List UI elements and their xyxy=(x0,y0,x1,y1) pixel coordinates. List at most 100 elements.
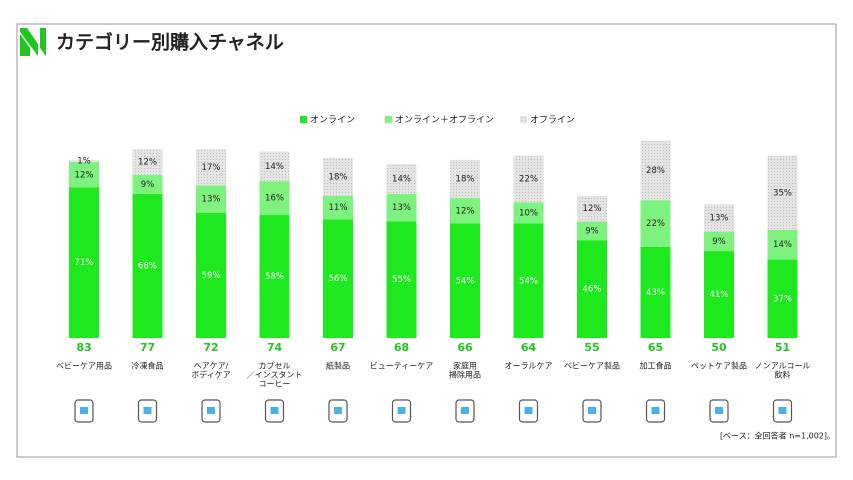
count-label: 83 xyxy=(76,341,91,354)
bar-segment xyxy=(386,164,417,194)
bar-segment xyxy=(259,181,290,216)
icon-accent xyxy=(207,407,215,414)
data-label: 12% xyxy=(456,206,475,216)
count-label: 68 xyxy=(394,341,409,354)
icon-shape xyxy=(645,399,666,423)
icon-accent xyxy=(397,407,406,414)
category-label: ノンアルコール xyxy=(755,362,811,371)
count-label: 55 xyxy=(584,341,599,354)
bar-segment xyxy=(640,140,671,201)
data-label: 43% xyxy=(646,288,665,298)
bar-segment xyxy=(767,259,798,338)
category-label: ペットケア製品 xyxy=(691,361,747,371)
legend-swatch xyxy=(300,116,307,123)
category-label: カプセル xyxy=(259,362,291,371)
data-label: 9% xyxy=(585,226,599,236)
count-label: 77 xyxy=(140,341,155,354)
data-label: 58% xyxy=(265,272,284,282)
bar-segment xyxy=(259,151,290,182)
category-label: ベビーケア製品 xyxy=(564,361,620,371)
bar-segment xyxy=(450,159,480,199)
bar-segment xyxy=(577,240,607,338)
icon-shape xyxy=(201,399,221,423)
data-label: 41% xyxy=(710,290,729,300)
category-icon xyxy=(518,399,539,423)
bar-segment xyxy=(386,193,417,222)
category-label: 冷凍食品 xyxy=(132,361,164,371)
bar-segment xyxy=(196,149,226,186)
data-label: 14% xyxy=(773,240,792,250)
data-label: 55% xyxy=(392,275,411,285)
bar-segment xyxy=(386,221,417,338)
data-label: 22% xyxy=(646,219,665,229)
category-icon xyxy=(772,399,793,423)
data-label: 56% xyxy=(329,274,348,284)
data-label: 12% xyxy=(138,158,157,168)
bar-segment xyxy=(323,157,353,196)
data-label: 12% xyxy=(75,170,94,180)
data-label: 22% xyxy=(519,175,538,185)
bar-segment xyxy=(196,185,226,213)
icon-shape xyxy=(391,399,412,423)
data-label: 12% xyxy=(583,204,602,214)
category-label: ヘアケア/ xyxy=(194,362,229,371)
bar-segment xyxy=(132,193,163,338)
bar-segment xyxy=(69,187,99,338)
category-label: 掃除用品 xyxy=(449,370,481,380)
bar-segment xyxy=(704,251,734,338)
category-icon xyxy=(391,399,412,423)
data-label: 1% xyxy=(77,156,91,166)
bar-segment xyxy=(577,195,607,222)
icon-accent xyxy=(461,407,469,414)
data-label: 28% xyxy=(646,166,665,176)
icon-accent xyxy=(143,407,152,414)
bar-segment xyxy=(259,215,290,338)
icon-accent xyxy=(588,407,596,414)
bar-segment xyxy=(323,195,353,220)
bar-segment xyxy=(640,200,671,247)
category-icon xyxy=(137,399,158,423)
bar-segment xyxy=(132,149,163,175)
data-label: 71% xyxy=(75,258,94,268)
category-label: ／インスタント xyxy=(247,371,303,380)
footnote: [ベース：全回答者 n=1,002]。 xyxy=(720,431,835,441)
category-label: ビューティーケア xyxy=(370,362,434,371)
icon-shape xyxy=(137,399,158,423)
data-label: 9% xyxy=(712,237,726,247)
category-icon xyxy=(709,399,729,423)
icon-accent xyxy=(334,407,342,414)
icon-shape xyxy=(328,399,348,423)
count-label: 74 xyxy=(267,341,283,354)
data-label: 14% xyxy=(265,162,284,172)
legend-label: オンライン＋オフライン xyxy=(395,115,494,126)
chart-title: カテゴリー別購入チャネル xyxy=(56,31,284,54)
category-icon xyxy=(201,399,221,423)
legend-swatch xyxy=(520,116,527,123)
data-label: 18% xyxy=(456,175,475,185)
bar-segment xyxy=(513,202,544,224)
icon-accent xyxy=(80,407,88,414)
data-label: 17% xyxy=(202,163,221,173)
category-label: 加工食品 xyxy=(640,361,672,371)
count-label: 67 xyxy=(330,341,345,354)
category-label: ボディケア xyxy=(191,370,230,380)
category-icon xyxy=(582,399,602,423)
count-label: 72 xyxy=(203,341,218,354)
data-label: 16% xyxy=(265,194,284,204)
data-label: 13% xyxy=(710,214,729,224)
category-label: ベビーケア用品 xyxy=(56,362,112,371)
count-label: 50 xyxy=(711,341,727,354)
icon-shape xyxy=(709,399,729,423)
icon-shape xyxy=(455,399,475,423)
icon-shape xyxy=(518,399,539,423)
category-icon xyxy=(455,399,475,423)
bar-segment xyxy=(767,229,798,260)
bar-segment xyxy=(577,221,607,241)
icon-accent xyxy=(778,407,787,414)
count-label: 66 xyxy=(457,341,473,354)
data-label: 59% xyxy=(202,271,221,281)
bar-segment xyxy=(704,204,734,232)
data-label: 54% xyxy=(456,276,475,286)
bar-segment xyxy=(767,155,798,230)
icon-shape xyxy=(772,399,793,423)
